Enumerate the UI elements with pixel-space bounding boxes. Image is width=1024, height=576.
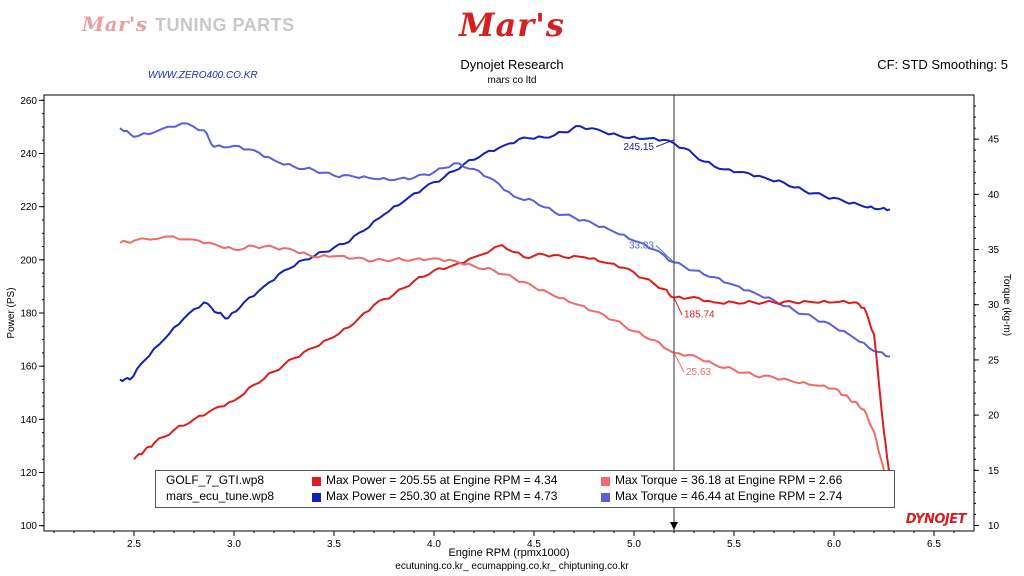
y2-tick-label: 20 [988, 411, 1000, 422]
cursor-label-leader [673, 352, 685, 373]
chart-subtitle: mars co ltd [487, 75, 537, 86]
series-line [119, 125, 891, 383]
correction-factor-info: CF: STD Smoothing: 5 [877, 57, 1008, 72]
cursor-label-leader [655, 245, 675, 263]
cursor-label-leader [655, 139, 675, 148]
y-tick-label: 160 [20, 362, 37, 373]
y2-tick-label: 15 [988, 466, 1000, 477]
y-axis-label: Power (PS) [6, 287, 17, 338]
legend-power-swatch [312, 493, 321, 502]
footer-links[interactable]: ecutuning.co.kr_ ecumapping.co.kr_ chipt… [395, 561, 629, 572]
x-tick-label: 6.5 [927, 539, 941, 550]
y2-tick-label: 35 [988, 245, 1000, 256]
y-tick-label: 240 [20, 149, 37, 160]
cursor-value-label: 33.83 [629, 240, 654, 251]
chart-title: Dynojet Research [460, 57, 564, 72]
legend-torque-swatch [601, 493, 610, 502]
y-tick-label: 120 [20, 468, 37, 479]
y-tick-label: 140 [20, 415, 37, 426]
y-tick-label: 200 [20, 255, 37, 266]
x-axis-label: Engine RPM (rpmx1000) [448, 547, 569, 559]
cursor-label-leader [673, 297, 683, 315]
cursor-value-label: 25.63 [686, 367, 711, 378]
legend-max-power: Max Power = 250.30 at Engine RPM = 4.73 [326, 489, 558, 503]
x-tick-label: 3.0 [227, 539, 241, 550]
legend-power-swatch [312, 477, 321, 486]
brand-left-text: TUNING PARTS [155, 15, 295, 35]
x-tick-label: 4.5 [527, 539, 541, 550]
dynojet-logo: DYNOJET [905, 512, 967, 527]
website-link[interactable]: WWW.ZERO400.CO.KR [148, 70, 258, 81]
brand-left-script: Mar's [82, 12, 148, 36]
plot-area [43, 94, 975, 532]
cursor-value-label: 245.15 [623, 142, 654, 153]
series-line [119, 235, 891, 484]
y2-tick-label: 40 [988, 190, 1000, 201]
y-tick-label: 100 [20, 521, 37, 532]
y2-axis-label: Torque (kg-m) [1001, 274, 1012, 336]
y-tick-label: 260 [20, 96, 37, 107]
legend-file-name: mars_ecu_tune.wp8 [166, 489, 275, 503]
x-tick-label: 2.5 [127, 539, 141, 550]
cursor-marker [670, 522, 678, 530]
legend-file-name: GOLF_7_GTI.wp8 [166, 473, 265, 487]
x-tick-label: 3.5 [327, 539, 341, 550]
brand-logo-left: Mar's TUNING PARTS [82, 12, 295, 36]
y2-tick-label: 45 [988, 135, 1000, 146]
legend-max-torque: Max Torque = 46.44 at Engine RPM = 2.74 [615, 489, 843, 503]
legend: GOLF_7_GTI.wp8 Max Power = 205.55 at Eng… [155, 470, 895, 508]
y2-tick-label: 25 [988, 355, 1000, 366]
axis-ticks: 2.5 3.0 3.5 4.0 4.5 5.0 5.5 6.0 6.5 100 120 140 160 1… [20, 96, 999, 550]
y2-tick-label: 10 [988, 521, 1000, 532]
legend-max-torque: Max Torque = 36.18 at Engine RPM = 2.66 [615, 473, 843, 487]
brand-logo-center: Mar's [459, 6, 565, 44]
series-line [133, 244, 891, 478]
x-tick-label: 5.0 [627, 539, 641, 550]
x-tick-label: 6.0 [827, 539, 841, 550]
series-line [119, 122, 891, 358]
x-tick-label: 5.5 [727, 539, 741, 550]
legend-max-power: Max Power = 205.55 at Engine RPM = 4.34 [326, 473, 558, 487]
y-tick-label: 180 [20, 309, 37, 320]
y-tick-label: 220 [20, 202, 37, 213]
rpm-cursor[interactable]: 245.15 33.83 185.74 25.63 [623, 95, 715, 531]
legend-torque-swatch [601, 477, 610, 486]
y2-tick-label: 30 [988, 300, 1000, 311]
cursor-value-label: 185.74 [684, 310, 715, 321]
series-group [119, 122, 891, 484]
x-tick-label: 4.0 [427, 539, 441, 550]
